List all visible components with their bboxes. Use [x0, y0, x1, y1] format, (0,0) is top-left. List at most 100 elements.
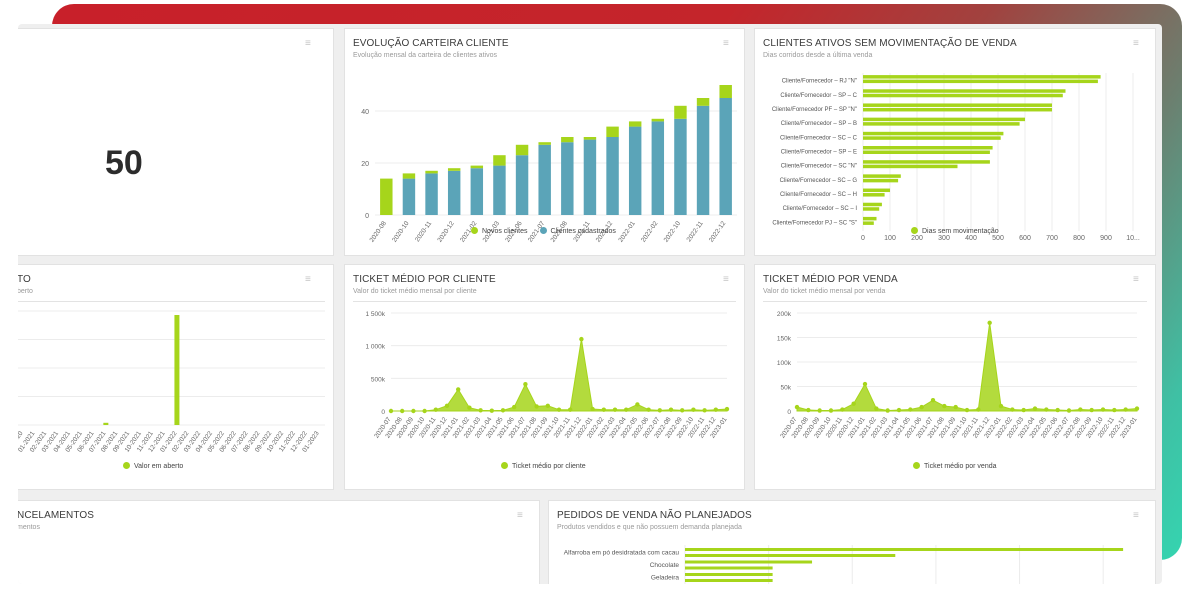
clientes-bar: [863, 107, 1052, 112]
ticket-venda-area: [796, 322, 1138, 412]
evolucao-bar-novos: [628, 121, 642, 127]
clientes-xtick-label: 400: [965, 235, 977, 242]
clientes-bar: [863, 178, 899, 183]
clientes-category-label: Cliente/Fornecedor – SC – H: [780, 192, 857, 198]
clientes-xtick-label: 700: [1046, 235, 1058, 242]
evolucao-bar-cadastrados: [628, 126, 642, 215]
clientes-bar: [863, 79, 1098, 84]
clientes-bar: [863, 207, 880, 211]
ticket-venda-ytick-label: 50k: [781, 385, 792, 392]
evolucao-xtick-label: 2020-11: [414, 220, 433, 243]
pedidos-menu-icon[interactable]: ≡: [1133, 510, 1139, 521]
ticket-cliente-point: [624, 407, 629, 412]
pedidos-category-label: Alfarroba em pó desidratada com cacau: [564, 550, 680, 557]
ticket-cliente-point: [411, 408, 416, 414]
pedidos-chart: Alfarroba em pó desidratada com cacau Cho…: [564, 545, 1124, 584]
ticket-venda-point: [896, 407, 902, 413]
aberto-menu-icon[interactable]: ≡: [305, 274, 311, 285]
aberto-bar: [174, 315, 180, 425]
ticket-cliente-point: [388, 408, 394, 414]
evolucao-bar-novos: [719, 85, 732, 98]
ticket-venda-point: [1044, 407, 1049, 412]
legend-clientes-cadastrados[interactable]: Clientes cadastrados: [539, 227, 616, 235]
ticket-venda-point: [1112, 407, 1117, 413]
aberto-bar: [103, 422, 109, 425]
ticket-venda-point: [942, 403, 947, 409]
clientes-category-label: Cliente/Fornecedor PJ – SC "S": [772, 220, 857, 226]
legend-novos-clientes[interactable]: Novos clientes: [471, 227, 528, 235]
legend-dot-icon: [911, 227, 918, 234]
ticket-cliente-ytick-label: 1 000k: [365, 344, 385, 351]
clientes-bar: [863, 216, 877, 221]
clientes-bar: [863, 202, 882, 207]
dashboard-screen: ≡ 50 EVOLUÇÃO CARTEIRA CLIENTE Evolução …: [18, 24, 1162, 584]
ticket-cliente-point: [500, 408, 506, 413]
evolucao-bar-cadastrados: [493, 165, 506, 215]
ticket-cliente-point: [489, 408, 494, 413]
ticket-cliente-point: [545, 403, 550, 408]
legend-dias-sem-movimentacao[interactable]: Dias sem movimentação: [911, 227, 999, 235]
legend-dot-icon: [913, 462, 920, 469]
ticket-cliente-point: [556, 407, 562, 412]
ticket-cliente-point: [680, 408, 685, 413]
ticket-cliente-menu-icon[interactable]: ≡: [723, 274, 729, 285]
clientes-ativos-menu-icon[interactable]: ≡: [1133, 38, 1139, 49]
ticket-venda-point: [1123, 407, 1128, 412]
evolucao-xtick-label: 2022-10: [663, 220, 683, 244]
ticket-cliente-point: [456, 387, 461, 392]
ticket-venda-point: [840, 407, 845, 412]
clientes-xtick-label: 200: [911, 235, 923, 242]
evolucao-bar-novos: [493, 155, 506, 166]
evolucao-bar-cadastrados: [651, 121, 665, 215]
ticket-venda-point: [851, 401, 856, 406]
ticket-cliente-ytick-label: 0: [381, 409, 385, 416]
clientes-xtick-label: 800: [1073, 235, 1085, 242]
evolucao-bar-novos: [561, 137, 574, 143]
pedidos-panel: PEDIDOS DE VENDA NÃO PLANEJADOS Produtos…: [548, 500, 1156, 584]
legend-novos-label: Novos clientes: [482, 228, 528, 235]
evolucao-bar-novos: [696, 98, 710, 106]
ticket-cliente-point: [478, 408, 483, 413]
evolucao-menu-icon[interactable]: ≡: [723, 38, 729, 49]
clientes-bar: [863, 164, 958, 169]
ticket-venda-point: [953, 404, 958, 410]
clientes-category-label: Cliente/Fornecedor PF – SP "N": [772, 107, 857, 113]
ticket-venda-legend: Ticket médio por venda: [913, 462, 997, 470]
legend-ticket-cliente[interactable]: Ticket médio por cliente: [501, 462, 586, 470]
ticket-cliente-ytick-label: 1 500k: [365, 311, 385, 318]
clientes-bar: [863, 117, 1025, 122]
pedidos-bar: [685, 573, 773, 576]
legend-valor-em-aberto[interactable]: Valor em aberto: [123, 462, 183, 470]
clientes-bar: [863, 103, 1052, 107]
legend-ticket-venda[interactable]: Ticket médio por venda: [913, 462, 997, 470]
evolucao-bar-novos: [470, 165, 484, 169]
evolucao-bar-cadastrados: [515, 155, 529, 215]
ticket-venda-subtitle: Valor do ticket médio mensal por venda: [763, 288, 886, 295]
clientes-bar: [863, 150, 990, 154]
evolucao-xtick-label: 2022-02: [640, 220, 660, 244]
ticket-venda-chart: 050k100k150k200k2020-072020-082020-09202…: [777, 311, 1140, 440]
evolucao-bar-cadastrados: [719, 98, 732, 215]
evolucao-bar-novos: [538, 142, 551, 145]
ticket-venda-title: TICKET MÉDIO POR VENDA: [763, 274, 898, 285]
evolucao-bar-cadastrados: [583, 139, 597, 215]
evolucao-bar-novos: [425, 170, 438, 174]
ticket-venda-divider: [763, 301, 1147, 302]
evolucao-bar-novos: [674, 105, 687, 119]
cancelamentos-menu-icon[interactable]: ≡: [517, 510, 523, 521]
kpi-menu-icon[interactable]: ≡: [305, 38, 311, 49]
clientes-category-label: Cliente/Fornecedor – SP – C: [780, 93, 857, 99]
legend-dot-icon: [471, 227, 478, 234]
ticket-cliente-point: [568, 407, 573, 412]
clientes-xtick-label: 500: [992, 235, 1004, 242]
clientes-ativos-chart: 0 100 200 300 400 500 600 700 800 900 10... Cliente…: [772, 73, 1140, 242]
ticket-venda-point: [1078, 407, 1083, 412]
ticket-venda-ytick-label: 0: [787, 409, 791, 416]
aberto-title: TO: [18, 274, 31, 285]
evolucao-legend: Novos clientes Clientes cadastrados: [471, 227, 616, 235]
ticket-venda-menu-icon[interactable]: ≡: [1133, 274, 1139, 285]
ticket-cliente-point: [467, 405, 472, 410]
ticket-cliente-title: TICKET MÉDIO POR CLIENTE: [353, 274, 496, 285]
